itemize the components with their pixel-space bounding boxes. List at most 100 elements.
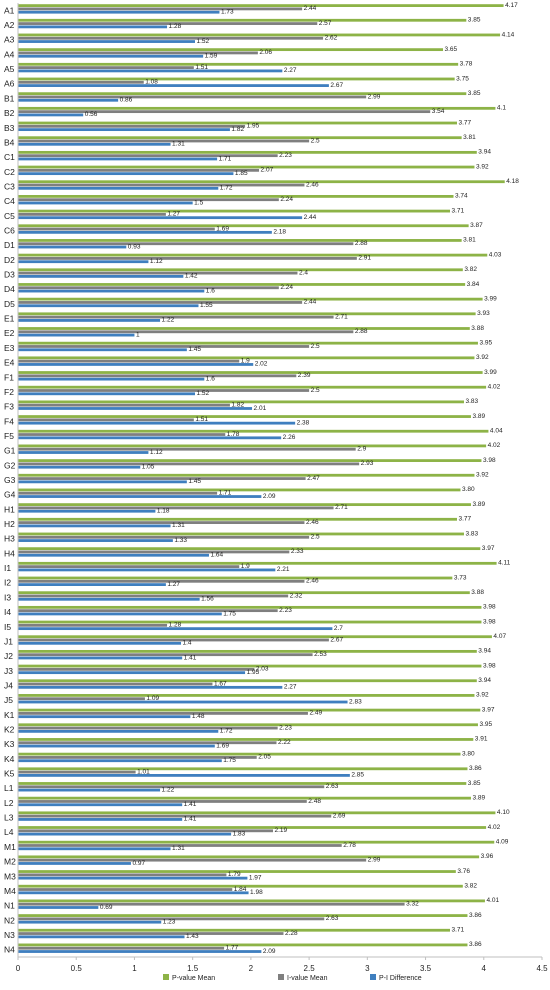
category-group-I3: I3 3.88 2.32 1.56 (4, 589, 484, 603)
data-label: 2.24 (280, 284, 293, 291)
bar-p-value-mean (18, 664, 482, 668)
bar-i-value-mean (18, 95, 367, 99)
bar-p-value-mean (18, 92, 467, 96)
category-group-G3: G3 3.92 2.47 1.45 (4, 472, 489, 486)
data-label: 4.11 (498, 560, 511, 567)
data-label: 2.48 (308, 798, 321, 805)
data-label: 2.85 (351, 772, 364, 779)
bar-p-value-mean (18, 840, 495, 844)
bar-p-i-difference (18, 935, 185, 939)
bar-p-value-mean (18, 591, 470, 595)
bar-p-i-difference (18, 436, 282, 440)
data-label: 1.52 (196, 38, 209, 45)
category-label: J2 (4, 651, 13, 661)
bar-i-value-mean (18, 124, 246, 128)
bar-p-i-difference (18, 803, 183, 807)
bar-p-i-difference (18, 348, 187, 352)
category-group-H2: H2 3.77 2.46 1.31 (4, 516, 472, 530)
data-label: 3.88 (471, 325, 484, 332)
bar-p-i-difference (18, 920, 162, 924)
data-label: 3.86 (469, 941, 482, 948)
data-label: 2.22 (278, 739, 291, 746)
x-tick-label: 1 (132, 964, 137, 973)
data-label: 3.89 (472, 413, 485, 420)
bar-i-value-mean (18, 770, 136, 774)
bar-i-value-mean (18, 623, 168, 627)
category-group-G4: G4 3.80 1.71 2.09 (4, 486, 475, 500)
category-group-J3: J3 3.98 2.031.95 (4, 662, 496, 676)
data-label: 1.12 (150, 258, 163, 265)
bar-i-value-mean (18, 418, 194, 422)
bar-p-i-difference (18, 377, 205, 381)
category-group-D1: D1 3.81 2.88 0.93 (4, 237, 476, 251)
data-label: 4.02 (488, 824, 501, 831)
data-label: 1.28 (169, 23, 182, 30)
data-label: 1.9 (241, 563, 250, 570)
data-label: 4.14 (502, 31, 515, 38)
bar-p-i-difference (18, 744, 215, 748)
data-label: 1.08 (145, 79, 158, 86)
bar-p-i-difference (18, 245, 127, 249)
category-group-C1: C1 3.94 2.23 1.71 (4, 149, 491, 163)
data-label: 2.57 (319, 20, 332, 27)
legend-swatch (370, 974, 376, 980)
category-label: N4 (4, 945, 15, 955)
data-label: 0.93 (128, 243, 141, 250)
data-label: 3.99 (484, 369, 497, 376)
bar-p-value-mean (18, 224, 469, 228)
bar-i-value-mean (18, 36, 324, 40)
data-label: 1.22 (162, 317, 175, 324)
bar-p-value-mean (18, 195, 454, 198)
category-label: A5 (4, 64, 15, 74)
category-label: J5 (4, 695, 13, 705)
data-label: 3.96 (481, 853, 494, 860)
category-label: L3 (4, 813, 14, 823)
category-group-N1: N1 4.01 3.32 0.69 (4, 897, 499, 911)
plot-area: A1 4.17 2.44 1.73 A2 3.85 2.57 1.28 A3 4.14 2.62 1.… (4, 2, 519, 955)
data-label: 1.43 (186, 933, 199, 940)
bar-i-value-mean (18, 932, 284, 935)
bar-p-value-mean (18, 870, 456, 873)
bar-p-i-difference (18, 553, 209, 557)
category-group-M2: M2 3.96 2.99 0.97 (4, 853, 494, 867)
bar-i-value-mean (18, 286, 279, 290)
bar-i-value-mean (18, 873, 227, 877)
data-label: 2.33 (291, 548, 304, 555)
category-label: D5 (4, 299, 15, 309)
category-label: J4 (4, 680, 13, 690)
data-label: 2.5 (311, 137, 320, 144)
data-label: 1.18 (157, 508, 170, 515)
data-label: 2.67 (330, 636, 343, 643)
bar-p-i-difference (18, 480, 187, 484)
bar-p-i-difference (18, 759, 222, 763)
bar-p-i-difference (18, 128, 230, 132)
data-label: 2.5 (311, 534, 320, 541)
category-label: F5 (4, 431, 14, 441)
data-label: 1.48 (192, 713, 205, 720)
legend-label: P-value Mean (172, 975, 215, 982)
data-label: 1.82 (231, 126, 244, 133)
x-tick-label: 2 (249, 964, 254, 973)
data-label: 3.76 (457, 868, 470, 875)
bar-i-value-mean (18, 389, 310, 392)
category-label: H3 (4, 534, 15, 544)
category-label: K4 (4, 754, 15, 764)
category-label: A3 (4, 35, 15, 45)
x-tick-label: 0 (16, 964, 21, 973)
x-tick-label: 4.5 (536, 964, 548, 973)
category-group-J5: J5 3.92 1.09 2.83 (4, 692, 489, 706)
bar-i-value-mean (18, 462, 360, 466)
data-label: 3.91 (475, 736, 488, 743)
bar-p-value-mean (18, 415, 471, 418)
bar-p-value-mean (18, 899, 485, 903)
data-label: 4.18 (506, 178, 519, 185)
data-label: 1.79 (228, 871, 241, 878)
bar-p-value-mean (18, 341, 478, 345)
category-group-C3: C3 4.18 2.46 1.72 (4, 178, 519, 192)
bar-p-value-mean (18, 180, 505, 184)
data-label: 2.44 (304, 299, 317, 306)
bar-p-value-mean (18, 694, 475, 697)
bar-i-value-mean (18, 667, 255, 671)
legend-swatch (278, 974, 284, 980)
